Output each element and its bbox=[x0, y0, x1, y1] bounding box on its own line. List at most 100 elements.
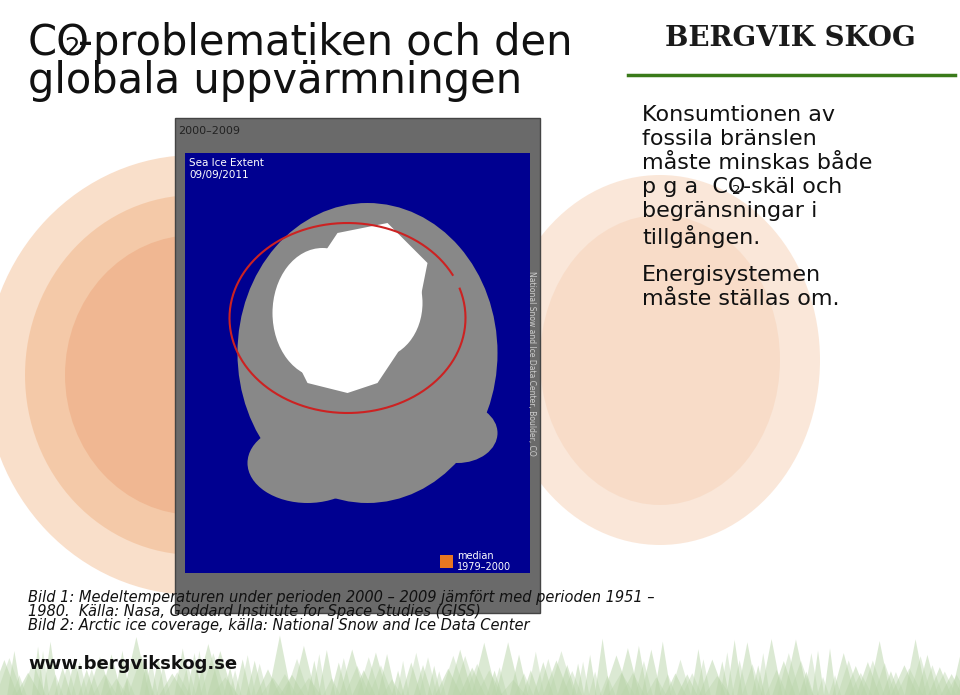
Polygon shape bbox=[917, 655, 938, 695]
Polygon shape bbox=[510, 655, 528, 695]
Polygon shape bbox=[460, 667, 485, 695]
Polygon shape bbox=[696, 660, 710, 695]
Polygon shape bbox=[115, 651, 130, 695]
Polygon shape bbox=[465, 664, 490, 695]
Polygon shape bbox=[691, 649, 706, 695]
Polygon shape bbox=[655, 641, 671, 695]
FancyBboxPatch shape bbox=[440, 555, 453, 568]
Text: p g a  CO: p g a CO bbox=[642, 177, 745, 197]
Polygon shape bbox=[896, 668, 923, 695]
Polygon shape bbox=[8, 651, 21, 695]
Polygon shape bbox=[261, 678, 285, 695]
Polygon shape bbox=[476, 671, 502, 695]
Polygon shape bbox=[824, 648, 836, 695]
Polygon shape bbox=[665, 673, 685, 695]
Polygon shape bbox=[129, 656, 155, 695]
Polygon shape bbox=[861, 660, 884, 695]
Polygon shape bbox=[850, 673, 872, 695]
Polygon shape bbox=[93, 674, 117, 695]
Polygon shape bbox=[539, 659, 558, 695]
Ellipse shape bbox=[252, 383, 282, 403]
Text: median
1979–2000: median 1979–2000 bbox=[457, 550, 511, 572]
Polygon shape bbox=[312, 654, 326, 695]
Polygon shape bbox=[187, 653, 202, 695]
Polygon shape bbox=[84, 669, 100, 695]
Polygon shape bbox=[292, 646, 316, 695]
Text: 2: 2 bbox=[64, 36, 80, 60]
Text: tillgången.: tillgången. bbox=[642, 225, 760, 248]
Polygon shape bbox=[869, 641, 891, 695]
Text: -skäl och: -skäl och bbox=[743, 177, 842, 197]
Polygon shape bbox=[72, 662, 88, 695]
Polygon shape bbox=[678, 674, 697, 695]
Polygon shape bbox=[280, 675, 304, 695]
Polygon shape bbox=[951, 637, 960, 695]
Text: CO: CO bbox=[28, 22, 90, 64]
Polygon shape bbox=[123, 637, 150, 695]
Polygon shape bbox=[752, 665, 765, 695]
Polygon shape bbox=[660, 674, 676, 695]
Polygon shape bbox=[352, 670, 375, 695]
Polygon shape bbox=[330, 662, 348, 695]
Polygon shape bbox=[720, 653, 734, 695]
Ellipse shape bbox=[418, 403, 497, 463]
Polygon shape bbox=[159, 673, 185, 695]
Text: Sea Ice Extent
09/09/2011: Sea Ice Extent 09/09/2011 bbox=[189, 158, 264, 179]
Polygon shape bbox=[21, 662, 46, 695]
Polygon shape bbox=[515, 673, 533, 695]
Polygon shape bbox=[285, 659, 309, 695]
Text: måste minskas både: måste minskas både bbox=[642, 153, 873, 173]
Text: globala uppvärmningen: globala uppvärmningen bbox=[28, 60, 522, 102]
Polygon shape bbox=[340, 650, 365, 695]
Polygon shape bbox=[756, 653, 770, 695]
Text: Energisystemen: Energisystemen bbox=[642, 265, 821, 285]
Polygon shape bbox=[427, 666, 441, 695]
Polygon shape bbox=[156, 665, 170, 695]
Polygon shape bbox=[287, 223, 427, 393]
Text: fossila bränslen: fossila bränslen bbox=[642, 129, 817, 149]
Polygon shape bbox=[683, 673, 702, 695]
Polygon shape bbox=[766, 670, 787, 695]
Polygon shape bbox=[414, 665, 432, 695]
Polygon shape bbox=[0, 660, 17, 695]
Polygon shape bbox=[616, 648, 639, 695]
Polygon shape bbox=[345, 666, 370, 695]
Text: 1980.  Källa: Nasa, Goddard Institute for Space Studies (GISS): 1980. Källa: Nasa, Goddard Institute for… bbox=[28, 604, 481, 619]
Polygon shape bbox=[534, 662, 553, 695]
Polygon shape bbox=[471, 643, 497, 695]
Polygon shape bbox=[252, 664, 268, 695]
Polygon shape bbox=[817, 677, 829, 695]
Polygon shape bbox=[558, 665, 577, 695]
Polygon shape bbox=[79, 669, 95, 695]
Ellipse shape bbox=[65, 235, 325, 515]
Polygon shape bbox=[15, 673, 40, 695]
Polygon shape bbox=[192, 651, 206, 695]
Polygon shape bbox=[36, 651, 49, 695]
Polygon shape bbox=[495, 642, 520, 695]
Ellipse shape bbox=[0, 155, 405, 595]
Polygon shape bbox=[522, 670, 540, 695]
Polygon shape bbox=[401, 662, 421, 695]
Polygon shape bbox=[773, 661, 795, 695]
Polygon shape bbox=[548, 651, 575, 695]
Polygon shape bbox=[715, 662, 730, 695]
Polygon shape bbox=[882, 671, 900, 695]
Ellipse shape bbox=[540, 215, 780, 505]
Polygon shape bbox=[335, 658, 352, 695]
Text: begränsningar i: begränsningar i bbox=[642, 201, 817, 221]
Text: Konsumtionen av: Konsumtionen av bbox=[642, 105, 835, 125]
Ellipse shape bbox=[237, 203, 497, 503]
Polygon shape bbox=[778, 653, 801, 695]
Polygon shape bbox=[0, 658, 22, 695]
Ellipse shape bbox=[500, 175, 820, 545]
Polygon shape bbox=[784, 639, 807, 695]
Polygon shape bbox=[789, 661, 813, 695]
Polygon shape bbox=[378, 654, 396, 695]
Ellipse shape bbox=[332, 248, 422, 358]
Ellipse shape bbox=[25, 195, 365, 555]
Polygon shape bbox=[946, 675, 960, 695]
Ellipse shape bbox=[425, 364, 450, 382]
Polygon shape bbox=[543, 660, 569, 695]
Polygon shape bbox=[435, 669, 462, 695]
Polygon shape bbox=[212, 678, 238, 695]
